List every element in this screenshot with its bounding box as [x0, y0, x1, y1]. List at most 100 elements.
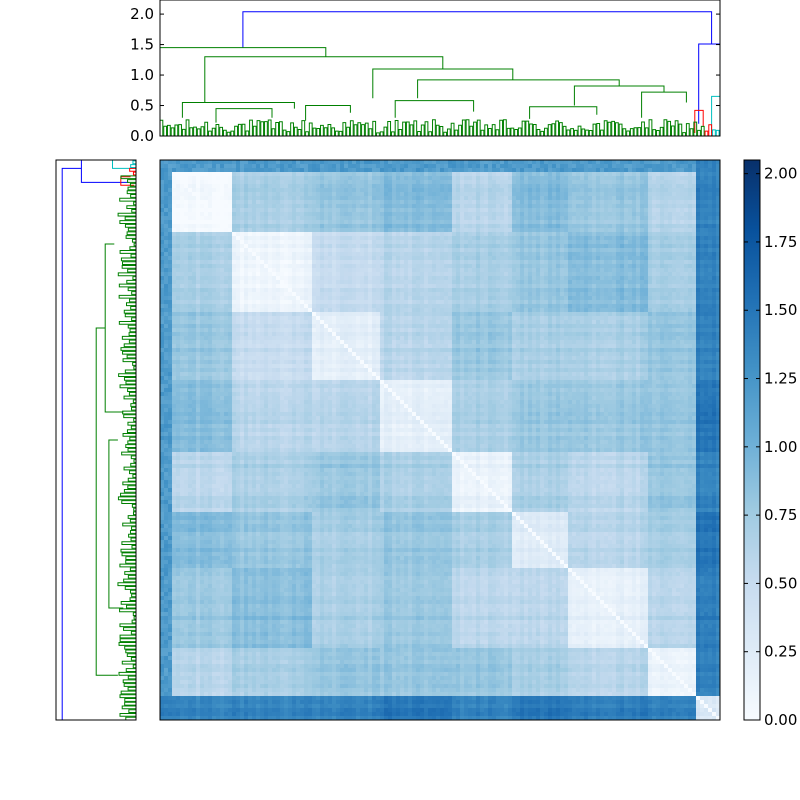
heatmap-cell — [700, 232, 704, 236]
heatmap-cell — [500, 252, 504, 256]
heatmap-cell — [472, 184, 476, 188]
heatmap-cell — [228, 220, 232, 224]
heatmap-cell — [432, 240, 436, 244]
heatmap-cell — [440, 200, 444, 204]
heatmap-cell — [300, 168, 304, 172]
heatmap-cell — [252, 288, 256, 292]
heatmap-cell — [656, 236, 660, 240]
heatmap-cell — [412, 280, 416, 284]
heatmap-cell — [384, 268, 388, 272]
heatmap-cell — [244, 192, 248, 196]
heatmap-cell — [536, 196, 540, 200]
heatmap-cell — [168, 236, 172, 240]
heatmap-cell — [640, 272, 644, 276]
heatmap-cell — [572, 256, 576, 260]
heatmap-cell — [192, 260, 196, 264]
heatmap-cell — [428, 192, 432, 196]
heatmap-cell — [320, 216, 324, 220]
heatmap-cell — [292, 244, 296, 248]
heatmap-cell — [208, 264, 212, 268]
heatmap-cell — [520, 232, 524, 236]
heatmap-cell — [696, 284, 700, 288]
heatmap-cell — [160, 216, 164, 220]
heatmap-cell — [208, 240, 212, 244]
heatmap-cell — [348, 176, 352, 180]
heatmap-cell — [316, 216, 320, 220]
heatmap-cell — [264, 292, 268, 296]
heatmap-cell — [588, 168, 592, 172]
heatmap-cell — [624, 272, 628, 276]
heatmap-cell — [696, 216, 700, 220]
heatmap-cell — [508, 172, 512, 176]
heatmap-cell — [388, 208, 392, 212]
heatmap-cell — [516, 228, 520, 232]
heatmap-cell — [452, 268, 456, 272]
heatmap-cell — [268, 228, 272, 232]
heatmap-cell — [536, 272, 540, 276]
heatmap-cell — [460, 168, 464, 172]
heatmap-cell — [340, 280, 344, 284]
heatmap-cell — [160, 200, 164, 204]
heatmap-cell — [316, 280, 320, 284]
heatmap-cell — [500, 284, 504, 288]
heatmap-cell — [244, 172, 248, 176]
heatmap-cell — [616, 252, 620, 256]
heatmap-cell — [164, 176, 168, 180]
heatmap-cell — [408, 164, 412, 168]
heatmap-cell — [352, 160, 356, 164]
heatmap-cell — [680, 216, 684, 220]
heatmap-cell — [696, 236, 700, 240]
heatmap-cell — [364, 240, 368, 244]
heatmap-cell — [704, 276, 708, 280]
heatmap-cell — [200, 248, 204, 252]
heatmap-cell — [524, 248, 528, 252]
heatmap-cell — [488, 184, 492, 188]
heatmap-cell — [388, 276, 392, 280]
heatmap-cell — [496, 216, 500, 220]
heatmap-cell — [332, 244, 336, 248]
heatmap-cell — [280, 276, 284, 280]
heatmap-cell — [292, 168, 296, 172]
heatmap-cell — [584, 172, 588, 176]
heatmap-cell — [496, 184, 500, 188]
heatmap-cell — [408, 208, 412, 212]
heatmap-cell — [392, 160, 396, 164]
heatmap-cell — [608, 188, 612, 192]
heatmap-cell — [440, 232, 444, 236]
heatmap-cell — [388, 256, 392, 260]
heatmap-cell — [384, 284, 388, 288]
heatmap-cell — [468, 228, 472, 232]
heatmap-cell — [384, 276, 388, 280]
heatmap-cell — [624, 280, 628, 284]
heatmap-cell — [268, 280, 272, 284]
heatmap-cell — [344, 172, 348, 176]
heatmap-cell — [228, 288, 232, 292]
heatmap-cell — [544, 184, 548, 188]
heatmap-cell — [652, 212, 656, 216]
heatmap-cell — [392, 200, 396, 204]
heatmap-cell — [456, 272, 460, 276]
heatmap-cell — [684, 188, 688, 192]
heatmap-cell — [360, 276, 364, 280]
heatmap-cell — [376, 276, 380, 280]
heatmap-cell — [348, 208, 352, 212]
heatmap-cell — [568, 256, 572, 260]
heatmap-cell — [584, 272, 588, 276]
heatmap-cell — [472, 236, 476, 240]
heatmap-cell — [348, 280, 352, 284]
heatmap-cell — [584, 232, 588, 236]
heatmap-cell — [592, 200, 596, 204]
heatmap-cell — [708, 212, 712, 216]
heatmap-cell — [532, 184, 536, 188]
heatmap-cell — [652, 184, 656, 188]
heatmap-cell — [580, 240, 584, 244]
heatmap-cell — [248, 268, 252, 272]
heatmap-cell — [544, 180, 548, 184]
heatmap-cell — [408, 224, 412, 228]
heatmap-cell — [580, 220, 584, 224]
heatmap-cell — [700, 264, 704, 268]
heatmap-cell — [640, 212, 644, 216]
heatmap-cell — [188, 276, 192, 280]
heatmap-cell — [472, 240, 476, 244]
heatmap-cell — [584, 204, 588, 208]
